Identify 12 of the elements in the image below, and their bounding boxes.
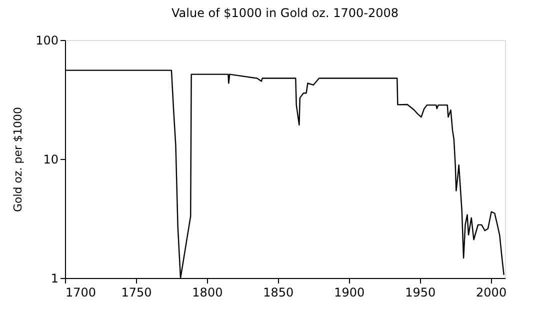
x-tick-label: 1750 [121,286,152,300]
x-tick-label: 1950 [405,286,436,300]
x-tick-label: 1850 [263,286,294,300]
y-tick-label: 100 [36,34,58,48]
x-tick-label: 2000 [476,286,507,300]
y-tick-label: 10 [43,152,58,166]
x-tick-label: 1700 [66,286,96,300]
y-axis-title: Gold oz. per $1000 [12,106,25,212]
x-tick-label: 1900 [334,286,365,300]
chart-title: Value of $1000 in Gold oz. 1700-2008 [172,6,398,20]
x-tick-label: 1800 [192,286,223,300]
y-tick-label: 1 [50,272,58,286]
